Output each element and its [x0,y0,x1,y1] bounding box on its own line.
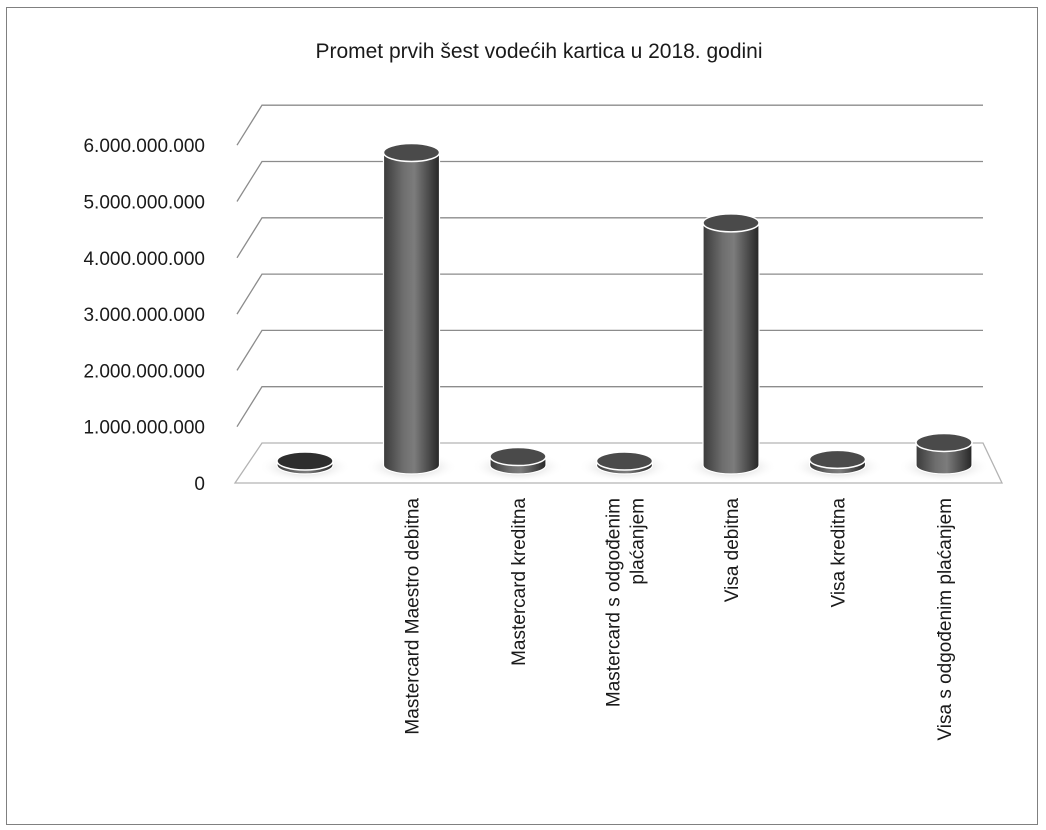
y-tick-label: 1.000.000.000 [83,418,205,439]
x-axis-tick-labels: Mastercard Maestro debitna Mastercard kre… [403,498,957,741]
bar [578,451,671,482]
gridline [236,160,983,202]
y-tick-label: 6.000.000.000 [83,136,205,157]
x-tick-label: Visa debitna [722,498,743,603]
chart-title: Promet prvih šest vodećih kartica u 2018… [315,40,762,63]
bar [472,446,564,482]
bar [365,142,458,482]
chart-frame: Promet prvih šest vodećih kartica u 2018… [6,7,1038,825]
x-tick-label: Visa s odgođenim plaćanjem [935,498,956,741]
y-tick-label: 0 [194,474,205,495]
gridline [236,217,983,259]
x-tick-label: plaćanjem [628,498,649,585]
bar [791,449,884,482]
x-tick-label: Mastercard Maestro debitna [403,498,424,735]
y-tick-label: 2.000.000.000 [83,361,205,382]
x-tick-label: Mastercard s odgođenim [604,498,625,707]
gridline [236,273,983,315]
gridline [236,104,983,146]
gridline [236,329,983,371]
bar-chart: Promet prvih šest vodećih kartica u 2018… [83,40,1004,741]
y-tick-label: 4.000.000.000 [83,249,205,270]
x-tick-label: Mastercard kreditna [509,498,530,666]
x-tick-label: Visa kreditna [829,498,850,608]
y-axis-tick-labels: 0 1.000.000.000 2.000.000.000 3.000.000.000… [83,136,205,495]
bar [259,451,351,482]
y-tick-label: 5.000.000.000 [83,193,205,214]
bar [685,213,777,482]
gridlines [236,104,983,428]
bars [259,142,990,482]
bar [898,432,990,482]
gridline [236,386,983,428]
y-tick-label: 3.000.000.000 [83,305,205,326]
